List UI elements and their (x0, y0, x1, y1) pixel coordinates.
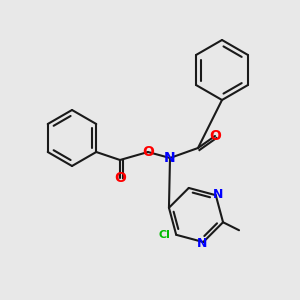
Text: N: N (213, 188, 223, 201)
Text: O: O (142, 145, 154, 159)
Text: N: N (197, 236, 207, 250)
Text: O: O (114, 171, 126, 185)
Text: Cl: Cl (158, 230, 170, 240)
Text: O: O (209, 129, 221, 143)
Text: N: N (164, 151, 176, 165)
